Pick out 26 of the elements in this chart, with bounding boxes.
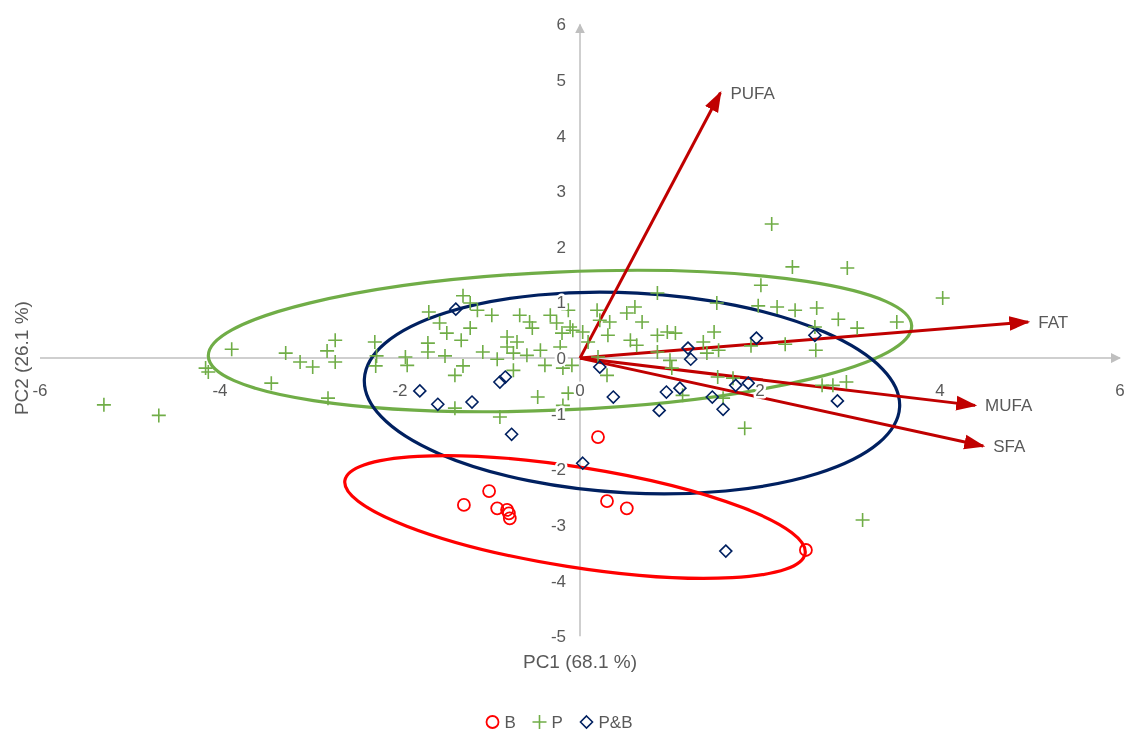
y-tick-label: 0 [556,349,566,369]
y-tick-label: 2 [556,237,566,257]
y-tick-label: 3 [556,182,566,202]
y-axis-title: PC2 (26.1 %) [11,301,32,416]
y-tick-label: 4 [556,126,566,146]
series-label: PUFA [730,83,776,103]
x-tick-label: 4 [935,381,945,401]
x-tick-label: -6 [32,381,48,401]
y-tick-label: 1 [556,293,566,313]
y-tick-label: -5 [550,627,566,647]
legend-label: B [504,713,516,732]
y-tick-label: -2 [550,460,566,480]
y-tick-label: -3 [550,515,566,535]
y-tick-label: 5 [556,71,566,91]
x-tick-label: 6 [1115,381,1125,401]
x-tick-label: -2 [392,381,408,401]
y-tick-label: 6 [556,15,566,35]
series-label: FAT [1038,312,1069,332]
series-label: SFA [993,436,1026,456]
x-tick-label: 0 [575,381,585,401]
x-axis-title: PC1 (68.1 %) [522,651,638,672]
y-tick-label: -4 [550,571,566,591]
legend-label: P [551,713,563,732]
legend-label: P&B [598,713,633,732]
series-label: MUFA [985,396,1033,416]
x-tick-label: -4 [212,381,228,401]
